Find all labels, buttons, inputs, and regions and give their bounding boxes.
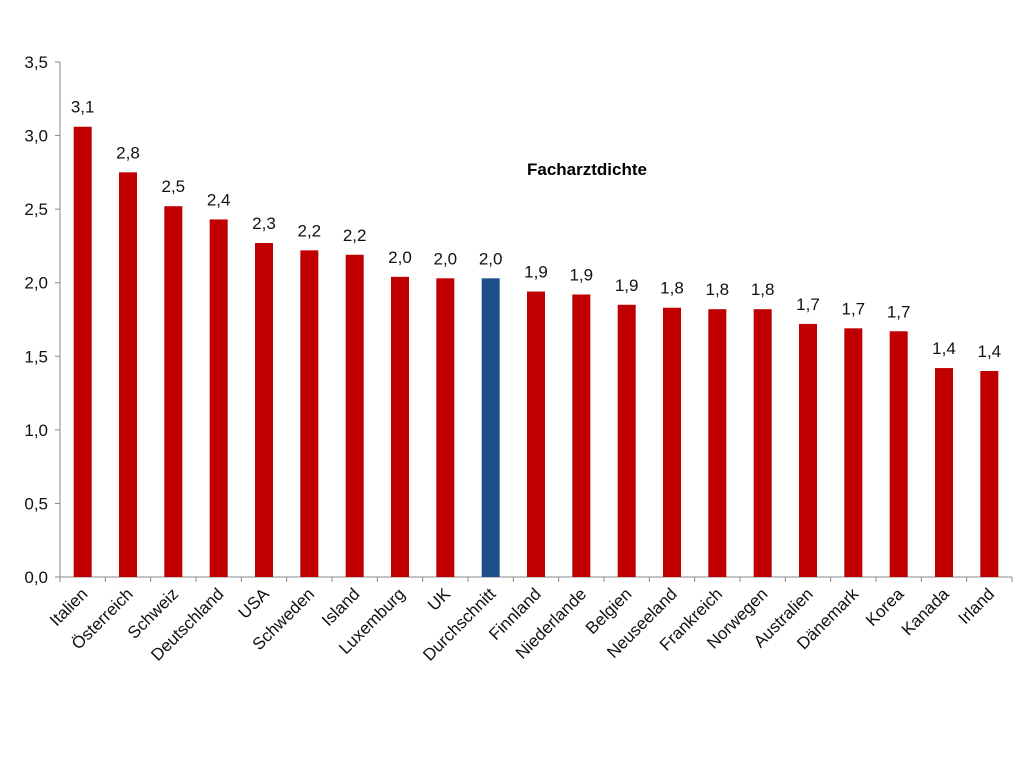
data-label: 1,9 [570, 265, 594, 284]
bar [844, 328, 863, 577]
data-label: 1,4 [978, 342, 1002, 361]
bar [119, 172, 137, 577]
bar [663, 307, 681, 577]
category-label: Irland [955, 584, 999, 628]
y-tick-label: 2,0 [24, 274, 48, 293]
bar [255, 242, 273, 577]
bar [436, 278, 455, 577]
bar [73, 126, 92, 577]
y-tick-label: 0,0 [24, 568, 48, 587]
category-label: Kanada [898, 584, 953, 639]
bar [889, 331, 908, 577]
bar [345, 254, 364, 577]
data-label: 1,9 [615, 276, 639, 295]
data-label: 2,8 [116, 143, 140, 162]
data-label: 2,0 [434, 249, 458, 268]
bar [527, 291, 545, 577]
bar [617, 304, 636, 577]
data-label: 1,9 [524, 263, 548, 282]
data-label: 1,8 [751, 280, 775, 299]
data-label: 1,8 [660, 279, 684, 298]
data-label: 1,4 [932, 339, 956, 358]
bar [164, 206, 183, 577]
chart-title: Facharztdichte [527, 160, 647, 179]
data-label: 2,0 [479, 249, 503, 268]
y-tick-label: 0,5 [24, 494, 48, 513]
bar [391, 276, 409, 577]
bar [980, 371, 999, 577]
bar [753, 309, 772, 577]
bar [481, 278, 500, 577]
category-label: USA [235, 584, 274, 623]
bar [708, 309, 727, 577]
y-tick-label: 3,0 [24, 127, 48, 146]
data-label: 2,0 [388, 248, 412, 267]
bar [572, 294, 591, 577]
data-label: 1,7 [796, 295, 820, 314]
data-label: 1,7 [842, 299, 866, 318]
data-label: 2,2 [298, 221, 322, 240]
bar [300, 250, 319, 578]
y-tick-label: 3,5 [24, 53, 48, 72]
y-tick-label: 1,5 [24, 347, 48, 366]
bar [799, 323, 817, 577]
data-label: 1,7 [887, 302, 911, 321]
data-label: 2,3 [252, 214, 276, 233]
y-tick-label: 2,5 [24, 200, 48, 219]
y-tick-label: 1,0 [24, 421, 48, 440]
data-label: 1,8 [706, 280, 730, 299]
data-label: 2,2 [343, 226, 367, 245]
data-labels: 3,1 2,8 2,5 2,4 2,3 2,2 2,2 2,0 2,0 2,0 1,9 1,9 1,9 1… [71, 98, 1001, 361]
bar [209, 219, 228, 577]
data-label: 2,4 [207, 190, 231, 209]
bars [73, 126, 999, 578]
data-label: 3,1 [71, 98, 95, 117]
data-label: 2,5 [162, 177, 186, 196]
category-label: UK [424, 584, 455, 615]
bar [935, 368, 953, 577]
